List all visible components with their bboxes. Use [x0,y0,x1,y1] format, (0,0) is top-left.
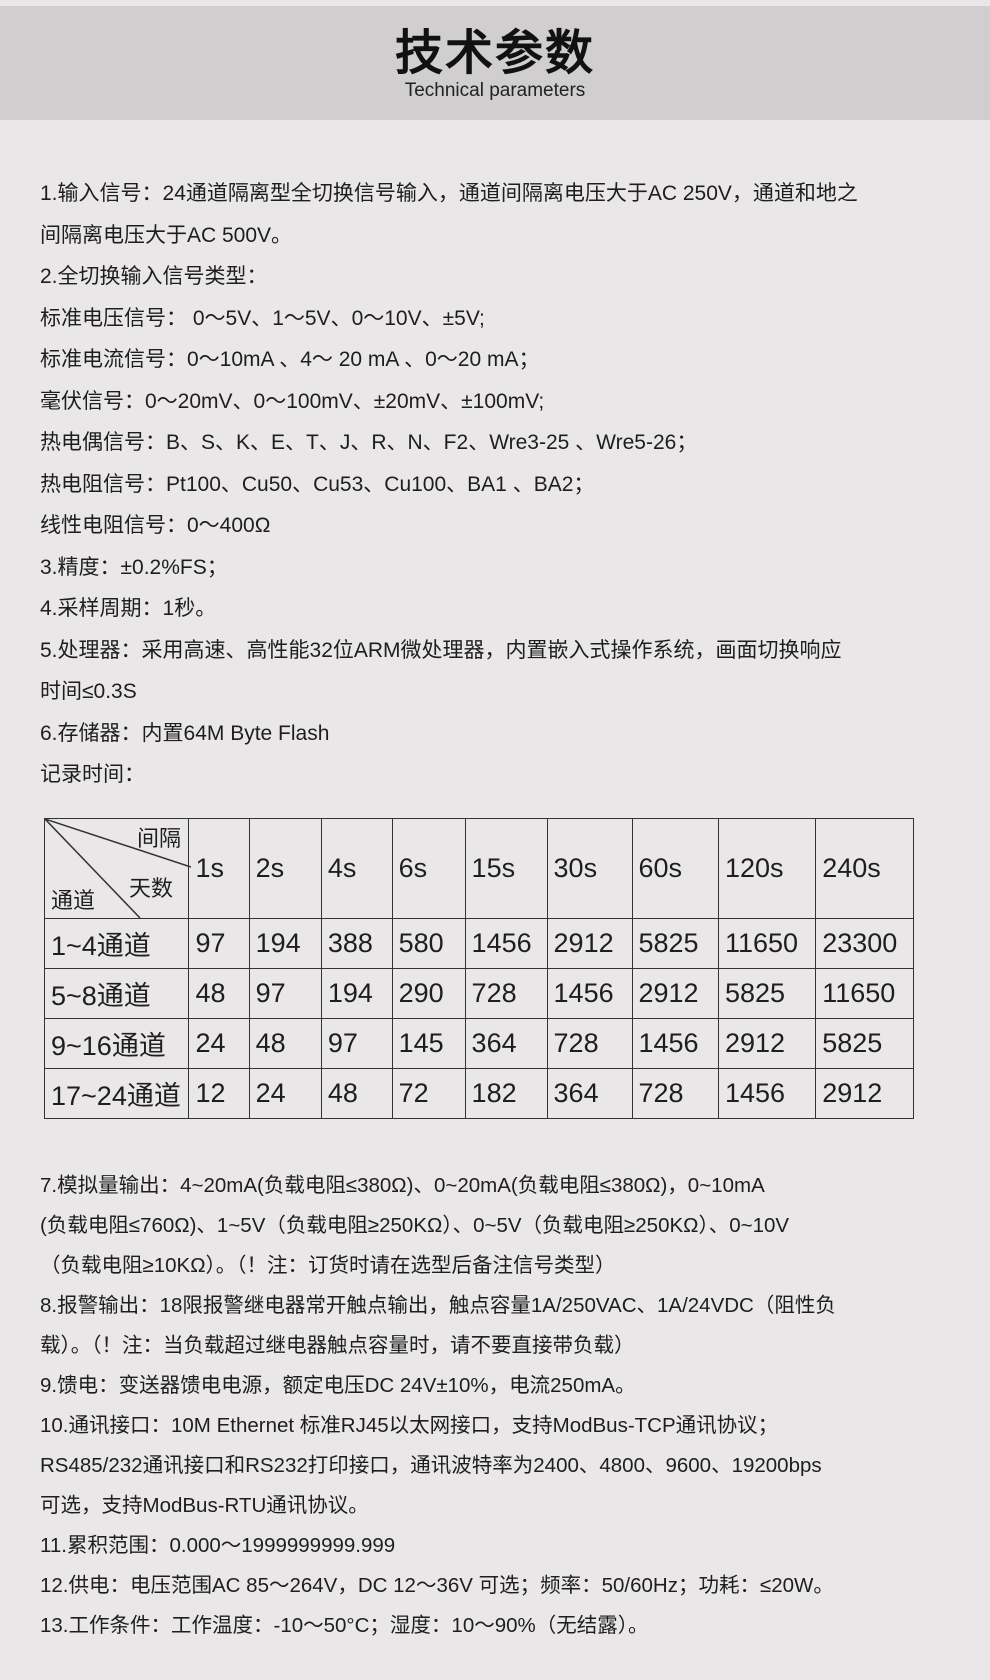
spec-line: 线性电阻信号：0～400Ω [40,514,271,537]
spec-list-bottom: 7.模拟量输出：4~20mA(负载电阻≤380Ω)、0~20mA(负载电阻≤38… [40,1166,985,1646]
table-cell: 1456 [631,1018,719,1069]
table-cell: 48 [188,968,250,1019]
table-row: 5~8通道 48 97 194 290 728 1456 2912 5825 11650 [43,968,914,1019]
spec-line: 4.采样周期：1秒。 [40,597,217,620]
spec-line: 热电阻信号：Pt100、Cu50、Cu53、Cu100、BA1 、BA2； [40,472,595,496]
spec-line: 2.全切换输入信号类型： [40,265,268,288]
record-time-table: 间隔 天数 通道 1s 2s 4s 6s 15s 30s 60s 120s 240s 1~4通道… [43,818,914,1119]
column-header: 2s [248,818,322,919]
table-cell: 48 [320,1068,393,1119]
table-cell: 5825 [631,918,719,969]
table-cell: 364 [546,1068,633,1119]
spec-line: （负载电阻≥10KΩ）。（！注：订货时请在选型后备注信号类型） [40,1254,616,1277]
row-label: 1~4通道 [43,918,190,969]
page-title: 技术参数 [394,27,595,80]
spec-line: 毫伏信号：0～20mV、0～100mV、±20mV、±100mV; [40,389,545,413]
table-cell: 728 [464,968,548,1019]
table-cell: 24 [188,1018,250,1069]
column-header: 6s [391,818,466,919]
spec-line: 8.报警输出：18限报警继电器常开触点输出，触点容量1A/250VAC、1A/2… [40,1294,836,1317]
table-cell: 11650 [717,918,817,969]
spec-line: 1.输入信号：24通道隔离型全切换信号输入，通道间隔离电压大于AC 250V，通… [40,182,858,205]
table-cell: 97 [188,918,250,969]
table-cell: 5825 [815,1018,914,1069]
header-banner: 技术参数 Technical parameters [0,6,990,120]
spec-line: 记录时间： [40,763,145,786]
spec-line: (负载电阻≤760Ω)、1~5V（负载电阻≥250KΩ）、0~5V（负载电阻≥2… [40,1214,790,1237]
spec-line: 间隔离电压大于AC 500V。 [40,223,293,247]
column-header: 30s [546,818,633,919]
table-cell: 388 [320,918,393,969]
table-cell: 11650 [815,968,914,1019]
spec-line: 11.累积范围：0.000～1999999999.999 [40,1534,396,1557]
diagonal-lines [45,819,191,918]
row-label: 17~24通道 [43,1068,190,1119]
page-subtitle: Technical parameters [404,80,586,101]
table-cell: 24 [248,1068,322,1119]
table-cell: 2912 [717,1018,817,1069]
table-cell: 194 [320,968,393,1019]
table-cell: 1456 [546,968,633,1019]
table-row: 9~16通道 24 48 97 145 364 728 1456 2912 5825 [43,1018,914,1069]
corner-channel-label: 通道 [51,888,96,913]
row-label: 9~16通道 [43,1018,190,1069]
table-cell: 290 [391,968,466,1019]
spec-line: 可选，支持ModBus-RTU通讯协议。 [40,1494,369,1517]
table-cell: 145 [391,1018,466,1069]
spec-line: 标准电流信号：0～10mA 、4～ 20 mA 、0～20 mA； [40,348,540,371]
column-header: 60s [631,818,719,919]
table-row: 17~24通道 12 24 48 72 182 364 728 1456 2912 [43,1068,914,1119]
table-cell: 2912 [631,968,719,1019]
table-cell: 48 [248,1018,322,1069]
spec-list-top: 1.输入信号：24通道隔离型全切换信号输入，通道间隔离电压大于AC 250V，通… [40,173,985,796]
spec-line: 时间≤0.3S [40,680,137,703]
table-cell: 97 [248,968,322,1019]
spec-line: 9.馈电：变送器馈电电源，额定电压DC 24V±10%，电流250mA。 [40,1374,636,1397]
spec-line: 12.供电：电压范围AC 85～264V，DC 12～36V 可选；频率：50/… [40,1574,834,1597]
table-cell: 72 [391,1068,466,1119]
table-cell: 2912 [546,918,633,969]
spec-line: 6.存储器：内置64M Byte Flash [40,721,330,745]
table-cell: 1456 [717,1068,817,1119]
spec-line: RS485/232通讯接口和RS232打印接口，通讯波特率为2400、4800、… [40,1454,822,1477]
spec-line: 标准电压信号： 0～5V、1～5V、0～10V、±5V; [40,306,485,330]
column-header: 15s [464,818,548,919]
table-cell: 1456 [464,918,548,969]
table-cell: 580 [391,918,466,969]
column-header: 1s [188,818,250,919]
column-header: 240s [815,818,914,919]
spec-line: 载）。（！注：当负载超过继电器触点容量时，请不要直接带负载） [40,1334,635,1357]
spec-line: 13.工作条件：工作温度：-10～50°C；湿度：10～90%（无结露）。 [40,1614,649,1637]
table-cell: 728 [631,1068,719,1119]
table-cell: 5825 [717,968,817,1019]
column-header: 4s [320,818,393,919]
table-cell: 97 [320,1018,393,1069]
table-cell: 23300 [815,918,914,969]
table-row: 1~4通道 97 194 388 580 1456 2912 5825 11650 23300 [43,918,914,969]
spec-line: 7.模拟量输出：4~20mA(负载电阻≤380Ω)、0~20mA(负载电阻≤38… [40,1174,765,1197]
spec-line: 10.通讯接口：10M Ethernet 标准RJ45以太网接口，支持ModBu… [40,1414,779,1437]
spec-line: 5.处理器：采用高速、高性能32位ARM微处理器，内置嵌入式操作系统，画面切换响… [40,638,842,662]
row-label: 5~8通道 [43,968,190,1019]
spec-line: 热电偶信号：B、S、K、E、T、J、R、N、F2、Wre3-25 、Wre5-2… [40,431,698,454]
table-cell: 12 [188,1068,250,1119]
spec-line: 3.精度：±0.2%FS； [40,555,228,579]
table-cell: 364 [464,1018,548,1069]
corner-days-label: 天数 [129,876,174,901]
table-corner-header: 间隔 天数 通道 [43,818,191,919]
table-cell: 194 [248,918,322,969]
column-header: 120s [717,818,817,919]
table-cell: 182 [464,1068,548,1119]
table-cell: 2912 [815,1068,914,1119]
corner-interval-label: 间隔 [137,826,182,851]
table-cell: 728 [546,1018,633,1069]
